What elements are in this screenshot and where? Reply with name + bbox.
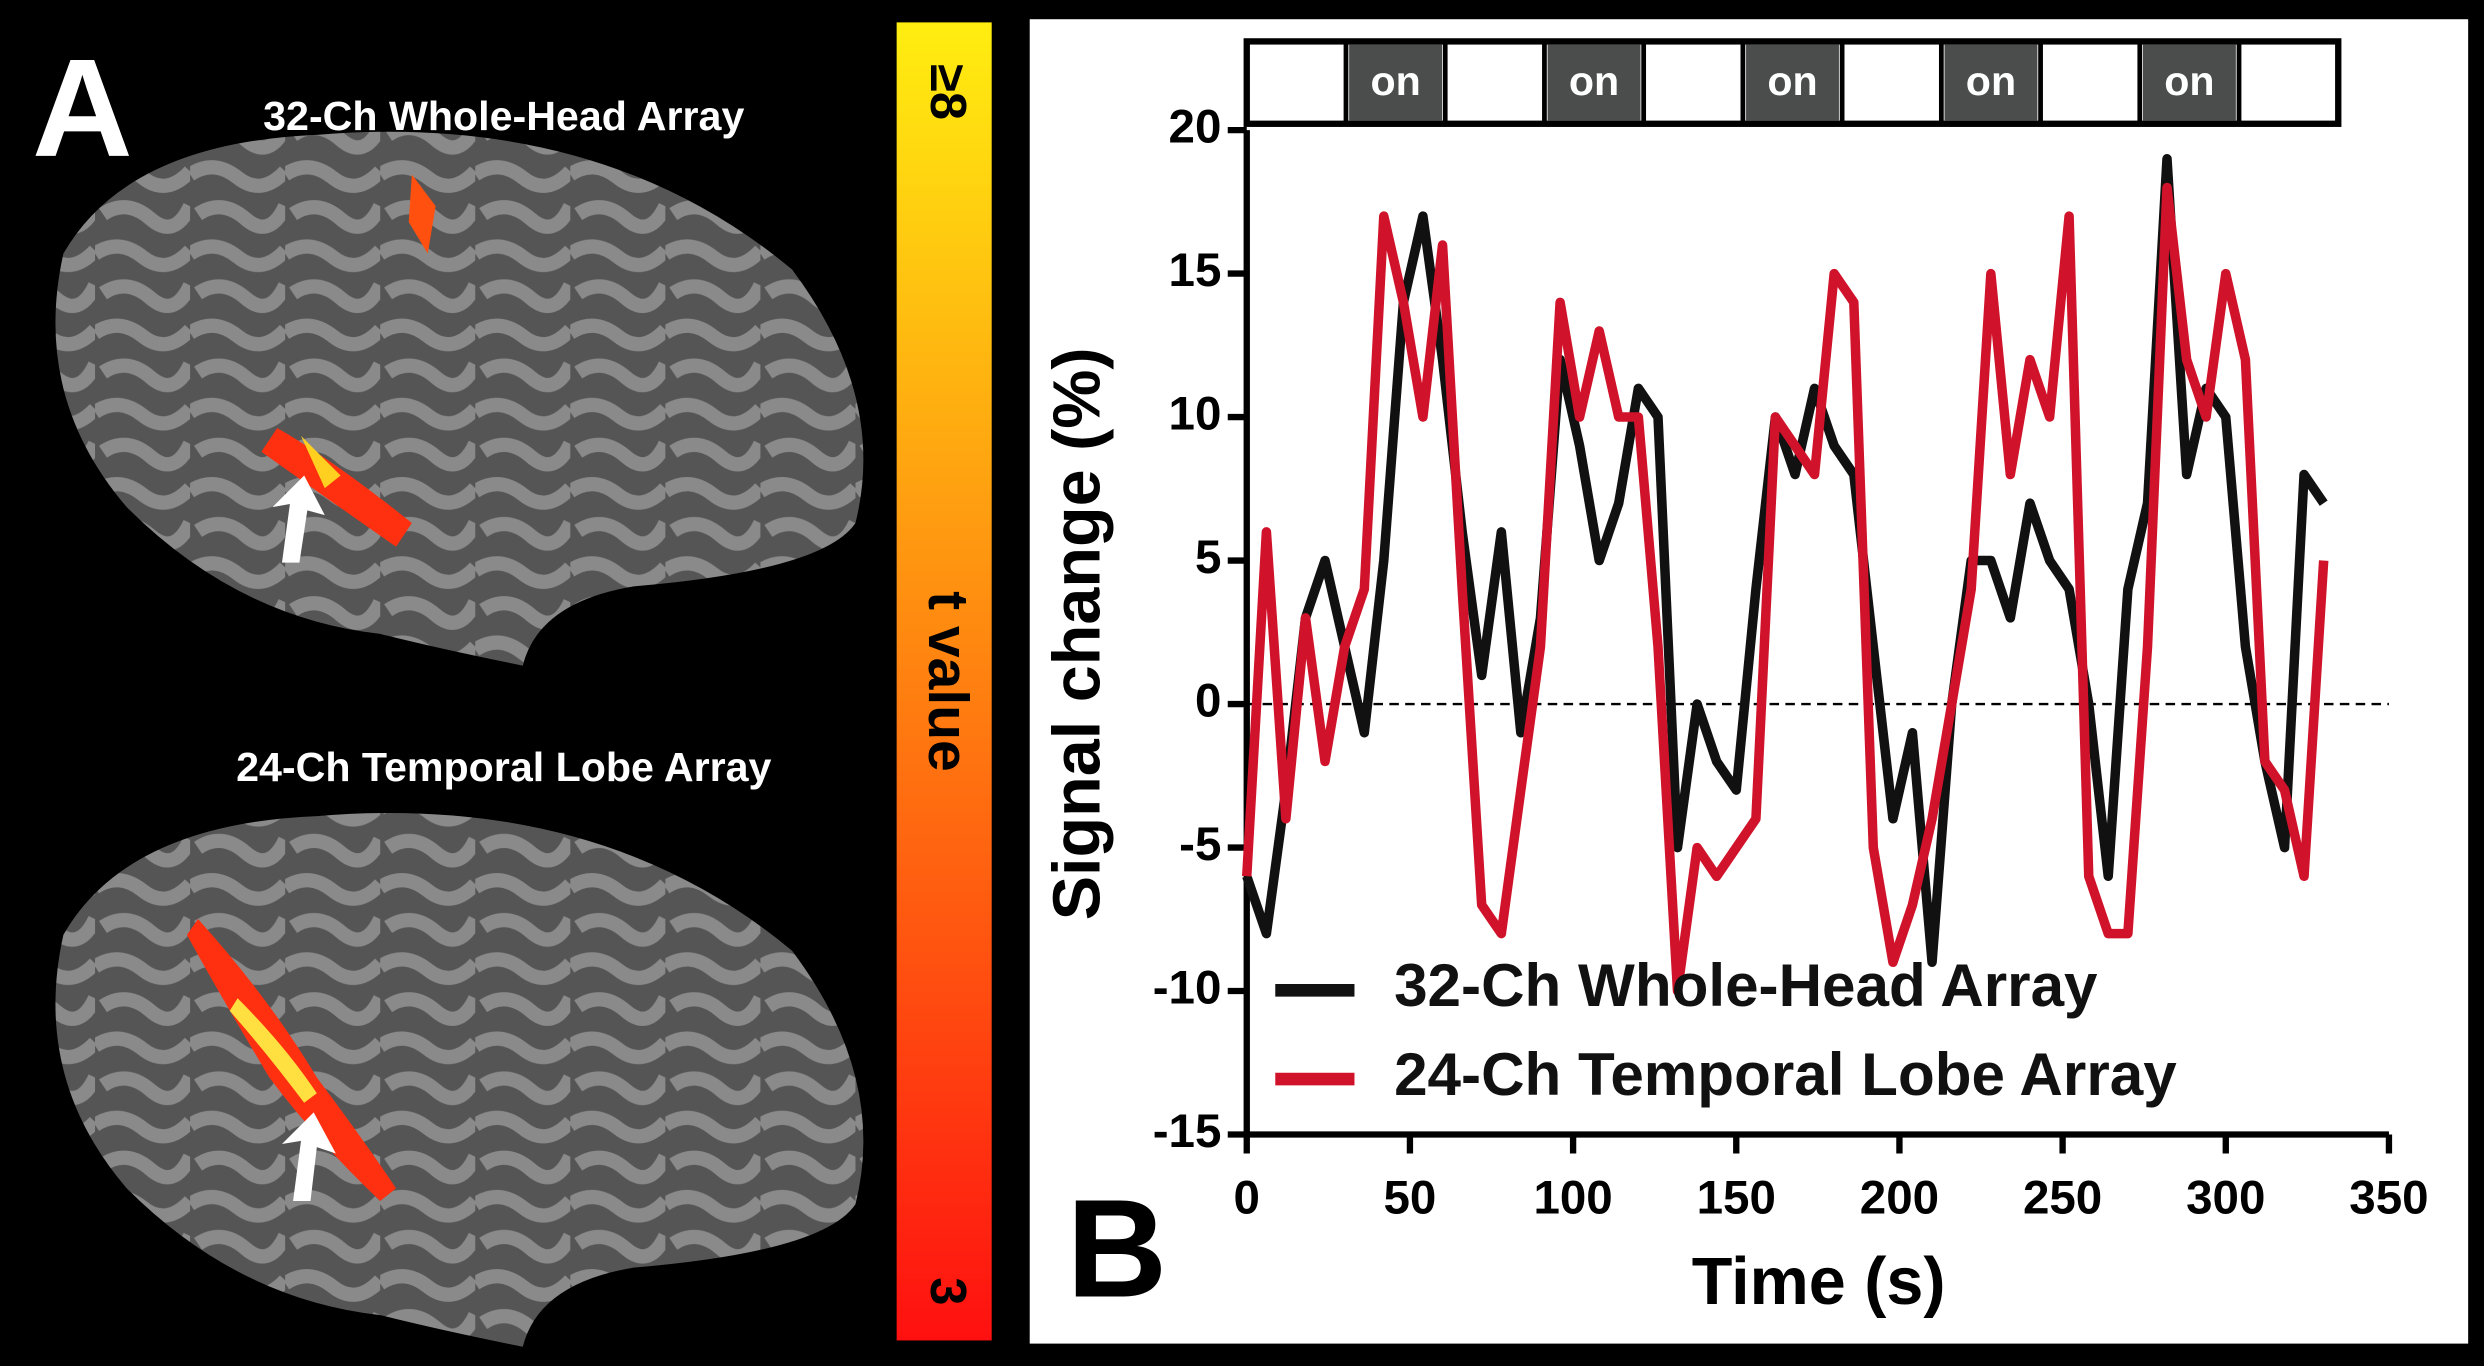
x-tick-label: 350 (2349, 1172, 2428, 1225)
on-block (1944, 44, 2038, 121)
y-tick-label: -5 (1179, 818, 1221, 871)
series-line (1242, 182, 2329, 996)
panel-letter: B (1067, 1170, 1168, 1326)
colorbar-min: 3 (920, 1277, 977, 1305)
series-line (1242, 154, 2328, 968)
y-axis-label: Signal change (%) (1041, 347, 1115, 920)
y-tick-label: 20 (1169, 101, 1222, 154)
colorbar (896, 22, 992, 1341)
colorbar-label: t value (916, 591, 980, 772)
on-block (1349, 44, 1443, 121)
block-label: on (1569, 58, 1619, 104)
colorbar-max: ≥8 (920, 64, 977, 120)
x-axis-label: Time (s) (1692, 1245, 1946, 1319)
brain-top (55, 131, 864, 666)
x-tick-label: 50 (1383, 1172, 1436, 1225)
block-label: on (2164, 58, 2214, 104)
legend-label: 32-Ch Whole-Head Array (1394, 952, 2098, 1019)
block-label: on (1966, 58, 2016, 104)
panel-letter: A (32, 30, 133, 186)
y-tick-label: 5 (1195, 531, 1221, 584)
brain-caption: 24-Ch Temporal Lobe Array (236, 744, 771, 790)
x-tick-label: 150 (1697, 1172, 1776, 1225)
y-tick-label: 15 (1169, 244, 1222, 297)
x-tick-label: 300 (2186, 1172, 2265, 1225)
x-tick-label: 0 (1234, 1172, 1260, 1225)
brain-bottom (55, 812, 864, 1347)
y-tick-label: 10 (1169, 388, 1222, 441)
block-label: on (1767, 58, 1817, 104)
brain-caption: 32-Ch Whole-Head Array (263, 93, 744, 139)
on-block (1746, 44, 1839, 121)
block-label: on (1370, 58, 1420, 104)
x-tick-label: 100 (1533, 1172, 1612, 1225)
x-tick-label: 250 (2023, 1172, 2102, 1225)
y-tick-label: 0 (1195, 675, 1221, 728)
on-block (2142, 44, 2236, 121)
y-tick-label: -15 (1153, 1105, 1222, 1158)
legend-label: 24-Ch Temporal Lobe Array (1394, 1041, 2177, 1108)
y-tick-label: -10 (1153, 962, 1222, 1015)
on-block (1547, 44, 1641, 121)
x-tick-label: 200 (1860, 1172, 1939, 1225)
